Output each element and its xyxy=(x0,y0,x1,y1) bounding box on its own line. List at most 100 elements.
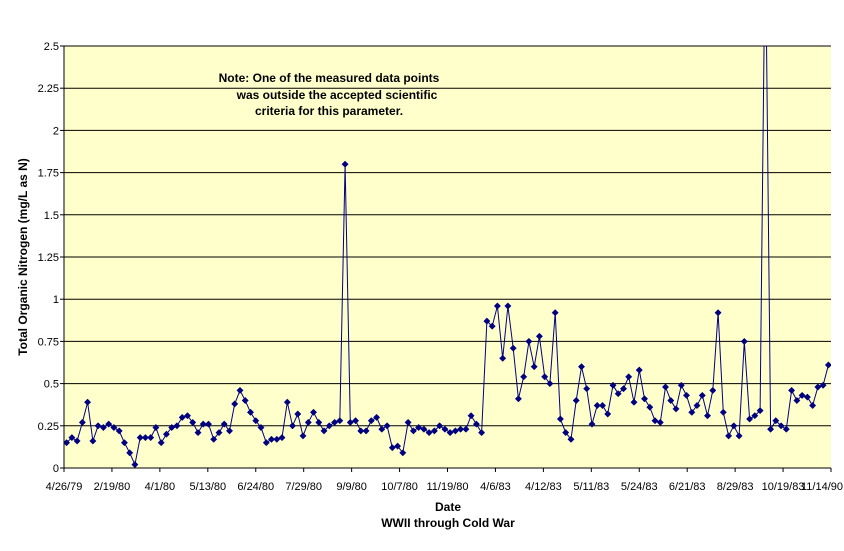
data-point xyxy=(788,386,796,394)
data-point xyxy=(819,381,827,389)
data-point xyxy=(120,439,128,447)
data-point xyxy=(541,373,549,381)
data-point xyxy=(619,385,628,393)
data-point xyxy=(520,373,528,381)
data-point xyxy=(415,423,423,432)
y-tick-label: 1.75 xyxy=(38,168,59,180)
data-point xyxy=(309,408,318,416)
data-point xyxy=(478,429,486,437)
x-axis-subtitle: WWII through Cold War xyxy=(381,516,515,530)
x-axis-title: Date xyxy=(435,500,461,514)
note-line-3: criteria for this parameter. xyxy=(255,104,403,118)
data-point xyxy=(152,423,160,432)
data-point xyxy=(357,427,365,435)
data-point xyxy=(698,391,706,399)
x-tick-label: 4/6/83 xyxy=(480,481,511,493)
data-point xyxy=(84,398,92,406)
data-point xyxy=(688,408,696,416)
data-point xyxy=(399,449,407,457)
data-point xyxy=(162,430,170,438)
data-point xyxy=(78,418,86,426)
data-point xyxy=(772,417,780,425)
data-point xyxy=(446,429,454,437)
data-point xyxy=(441,425,449,433)
data-point xyxy=(567,435,575,443)
data-point xyxy=(231,400,239,408)
data-point xyxy=(725,432,733,440)
x-tick-label: 10/19/83 xyxy=(762,481,805,493)
data-point xyxy=(320,427,328,435)
data-point xyxy=(94,422,102,430)
data-point xyxy=(462,425,470,433)
data-point xyxy=(257,423,265,432)
data-point xyxy=(99,423,107,432)
data-point xyxy=(782,425,790,433)
x-tick-label: 4/26/79 xyxy=(46,481,83,493)
x-tick-label: 5/11/83 xyxy=(573,481,609,493)
data-point xyxy=(483,317,491,325)
x-tick-label: 6/24/80 xyxy=(237,481,274,493)
data-point xyxy=(367,417,375,425)
data-point xyxy=(604,410,612,418)
data-point xyxy=(530,363,538,371)
data-point xyxy=(467,412,475,420)
y-tick-label: 1.25 xyxy=(38,252,59,264)
tick-layer: 0 0.25 0.5 0.75 1 1.25 1.5 1.75 2 2.25 2.5 4/26/79 2… xyxy=(38,41,843,493)
data-point xyxy=(378,425,386,433)
data-point xyxy=(661,383,670,391)
y-axis-title: Total Organic Nitrogen (mg/L as N) xyxy=(16,158,30,356)
data-point xyxy=(220,420,228,428)
data-point xyxy=(672,405,680,413)
y-tick-label: 2.5 xyxy=(44,41,59,53)
data-point xyxy=(793,396,801,405)
x-tick-label: 2/19/80 xyxy=(94,481,131,493)
x-tick-label: 9/9/80 xyxy=(336,481,367,493)
data-point xyxy=(625,373,633,381)
data-point xyxy=(719,408,727,416)
data-point xyxy=(204,420,213,428)
data-point xyxy=(457,425,465,433)
data-point xyxy=(173,422,181,430)
data-point xyxy=(325,422,333,430)
data-point xyxy=(273,435,281,443)
x-tick-label: 10/7/80 xyxy=(381,481,418,493)
data-point xyxy=(640,395,649,403)
data-point xyxy=(352,417,360,425)
data-point xyxy=(546,380,554,388)
data-point xyxy=(740,337,748,345)
note-line-2: was outside the accepted scientific xyxy=(236,88,438,102)
data-point xyxy=(267,435,276,443)
data-point xyxy=(194,429,202,437)
data-point xyxy=(294,410,302,418)
data-point xyxy=(746,415,754,423)
data-point xyxy=(514,395,522,403)
data-point xyxy=(147,434,155,442)
data-point xyxy=(341,160,349,168)
data-point xyxy=(709,386,717,394)
data-point xyxy=(346,418,354,426)
data-point xyxy=(105,420,113,428)
data-point xyxy=(777,422,785,430)
x-tick-label: 4/12/83 xyxy=(525,481,562,493)
data-point xyxy=(278,434,286,442)
data-point xyxy=(225,427,234,435)
y-tick-label: 0.75 xyxy=(38,336,59,348)
data-point xyxy=(756,407,764,415)
data-point xyxy=(178,413,186,421)
data-point xyxy=(751,412,759,420)
data-point xyxy=(425,429,433,437)
data-point xyxy=(73,437,81,445)
data-point xyxy=(809,401,817,410)
data-point xyxy=(388,444,396,452)
data-point xyxy=(583,385,591,393)
data-point xyxy=(767,425,775,433)
data-point xyxy=(614,390,622,398)
data-point xyxy=(115,427,123,435)
data-point xyxy=(509,344,517,352)
data-point xyxy=(588,420,596,428)
x-tick-label: 7/29/80 xyxy=(285,481,322,493)
data-point xyxy=(210,435,218,443)
x-tick-label: 4/1/80 xyxy=(145,481,176,493)
data-point xyxy=(593,401,601,410)
